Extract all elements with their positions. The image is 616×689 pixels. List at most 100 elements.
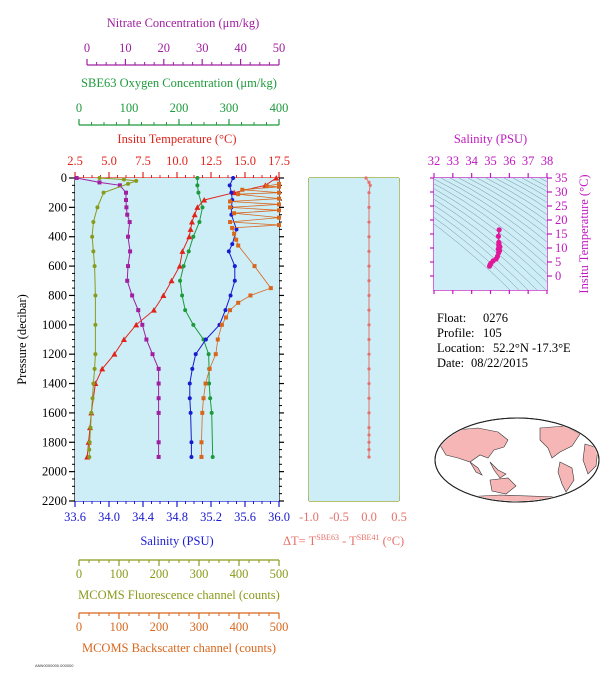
ts-y-tick-label: 0 — [555, 269, 561, 283]
backscatter-point — [215, 337, 220, 342]
delta-t-point — [367, 308, 371, 312]
map-landmass — [557, 461, 575, 493]
delta-t-point — [367, 235, 371, 239]
delta-t-tick-label: 0.0 — [361, 510, 377, 524]
ts-contour — [503, 178, 547, 203]
temperature-point — [133, 321, 140, 328]
float-value: 0276 — [483, 311, 508, 325]
pressure-tick-label: 1000 — [42, 318, 67, 332]
fluorescence-point — [87, 454, 92, 459]
temperature-tick-label: 7.5 — [135, 154, 151, 168]
ts-point — [486, 263, 493, 269]
nitrate-tick-label: 10 — [119, 41, 132, 55]
fluorescence-point — [92, 264, 97, 269]
backscatter-point — [201, 396, 206, 401]
ts-x-tick-label: 35 — [484, 154, 497, 168]
delta-t-point — [367, 433, 371, 437]
pressure-tick-label: 1400 — [42, 377, 67, 391]
delta-t-point — [367, 455, 371, 459]
delta-t-point — [367, 191, 371, 195]
nitrate-point — [144, 337, 149, 342]
nitrate-point — [156, 410, 161, 415]
oxygen-series — [178, 176, 215, 459]
delta-t-point — [367, 381, 371, 386]
world-map — [434, 417, 600, 503]
temperature-point — [99, 365, 106, 372]
ts-y-tick-label: 30 — [555, 185, 568, 199]
delta-t-tick-label: 0.5 — [391, 510, 407, 524]
backscatter-point — [277, 190, 281, 195]
salinity-point — [229, 190, 234, 195]
temperature-tick-label: 5.0 — [101, 154, 117, 168]
backscatter-series — [199, 181, 281, 459]
backscatter-point — [236, 192, 241, 197]
salinity-point — [228, 293, 233, 298]
backscatter-point — [207, 366, 212, 371]
backscatter-point — [228, 199, 233, 204]
oxygen-point — [210, 454, 215, 459]
oxygen-point — [178, 278, 183, 283]
delta-t-title-part: (°C) — [379, 534, 404, 548]
salinity-point — [234, 227, 239, 232]
salinity-point — [203, 337, 208, 342]
backscatter-point — [264, 184, 269, 189]
salinity-point — [231, 176, 236, 180]
ts-contour — [434, 223, 511, 290]
oxygen-point — [207, 381, 212, 386]
pressure-tick-label: 0 — [61, 171, 67, 185]
salinity-axis-title: Salinity (PSU) — [140, 534, 213, 548]
salinity-point — [230, 242, 235, 247]
fluorescence-point — [92, 366, 97, 371]
backscatter-point — [228, 220, 233, 225]
oxygen-point — [180, 293, 185, 298]
ts-contour — [434, 204, 538, 290]
backscatter-point — [223, 315, 228, 320]
oxygen-point — [195, 176, 200, 180]
fluorescence-series — [87, 176, 139, 459]
oxygen-point — [186, 249, 191, 254]
oxygen-point — [196, 190, 201, 195]
delta-t-point — [367, 352, 371, 356]
pressure-tick-label: 1600 — [42, 406, 67, 420]
ts-contour — [449, 178, 547, 243]
fluorescence-tick-label: 400 — [230, 567, 249, 581]
backscatter-line — [201, 183, 280, 457]
temperature-tick-label: 12.5 — [200, 154, 222, 168]
location-label: Location: — [437, 341, 485, 355]
ts-contour — [440, 178, 547, 250]
salinity-tick-label: 34.8 — [166, 510, 188, 524]
ts-x-tick-label: 36 — [503, 154, 516, 168]
ts-point — [496, 227, 502, 233]
nitrate-point — [156, 366, 161, 371]
backscatter-point — [236, 243, 241, 248]
backscatter-point — [232, 211, 237, 216]
map-landmass — [469, 461, 483, 476]
backscatter-point — [199, 454, 204, 459]
ts-point — [495, 233, 502, 239]
pressure-tick-label: 2000 — [42, 465, 67, 479]
ts-contour — [521, 178, 547, 192]
oxygen-tick-label: 0 — [76, 101, 82, 115]
temperature-point — [201, 197, 208, 203]
temperature-point — [160, 292, 167, 298]
delta-t-point — [367, 205, 371, 209]
nitrate-point — [136, 308, 141, 313]
nitrate-point — [128, 249, 133, 254]
nitrate-point — [124, 205, 129, 210]
nitrate-series — [74, 176, 161, 459]
backscatter-point — [236, 300, 241, 305]
pressure-tick-label: 1200 — [42, 347, 67, 361]
backscatter-tick-label: 0 — [76, 620, 82, 634]
salinity-point — [223, 308, 228, 313]
backscatter-point — [252, 264, 257, 269]
delta-t-point — [367, 411, 371, 415]
nitrate-point — [124, 198, 128, 203]
delta-t-tick-label: -1.0 — [299, 510, 319, 524]
salinity-tick-label: 35.6 — [234, 510, 256, 524]
salinity-tick-label: 35.2 — [200, 510, 222, 524]
ts-y-tick-label: 5 — [555, 255, 561, 269]
float-row: Float: 0276 — [437, 311, 571, 326]
ts-y-tick-label: 20 — [555, 213, 568, 227]
oxygen-point — [191, 234, 196, 239]
delta-t-title-part: SBE63 — [316, 533, 339, 542]
